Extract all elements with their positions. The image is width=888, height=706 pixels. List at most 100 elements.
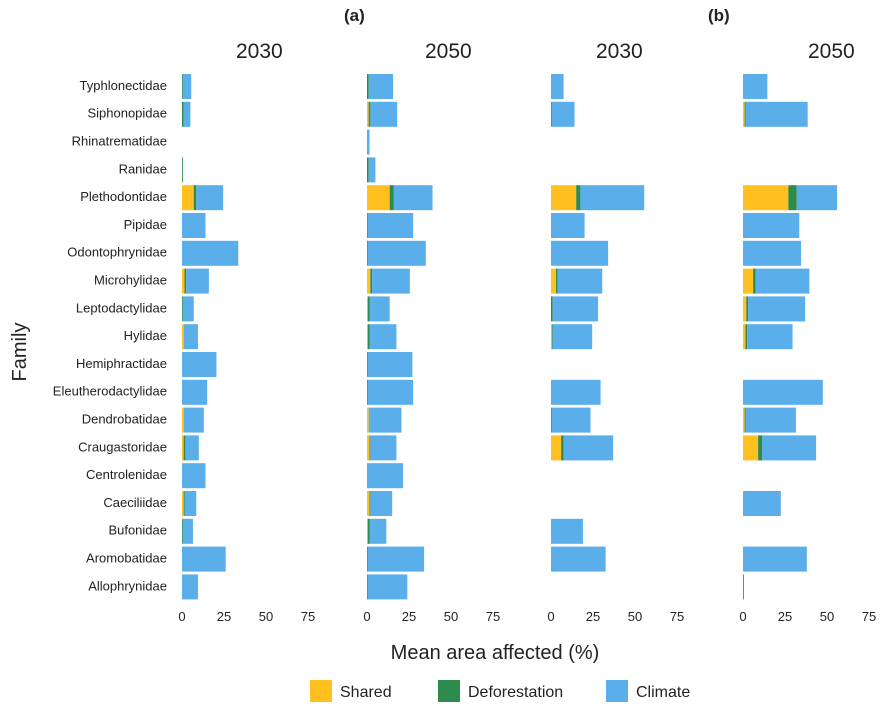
bar-climate [743,546,807,572]
bar-climate [368,407,402,433]
bar-climate [557,268,603,294]
x-tick-label: 75 [670,609,684,624]
x-tick-label: 50 [444,609,458,624]
bar-climate [368,157,376,183]
bar-deforestation [367,574,368,600]
bar-climate [182,74,192,99]
bar-climate [552,324,593,350]
bar-shared [743,324,746,350]
bar-climate [747,324,793,350]
bar-deforestation [788,185,797,211]
bar-deforestation [367,352,368,377]
bar-deforestation [389,185,394,211]
panel-title-1: 2030 [236,40,283,63]
bar-shared [367,407,369,433]
bar-climate [183,324,198,350]
bar-climate [185,435,199,461]
bar-shared [182,491,184,516]
x-tick-label: 75 [862,609,876,624]
family-label: Hemiphractidae [76,356,167,371]
bar-deforestation [746,296,749,322]
bar-climate [551,407,591,433]
panel-3 [551,74,645,572]
family-label: Bufonidae [108,523,167,538]
bar-deforestation [367,518,370,544]
bar-shared [551,185,577,211]
bar-climate [182,574,198,600]
family-label: Aromobatidae [86,551,167,566]
bar-climate [182,213,206,238]
bar-shared [367,491,370,516]
bar-climate [551,74,564,99]
bar-climate [551,546,606,572]
bar-shared [743,101,745,127]
bar-deforestation [367,296,370,322]
family-label: Eleutherodactylidae [53,384,167,399]
bar-climate [196,185,224,211]
family-label: Craugastoridae [78,439,167,454]
bar-climate [551,213,585,238]
x-tick-label: 25 [402,609,416,624]
bar-climate [367,379,414,405]
bar-climate [182,352,217,377]
bar-climate [369,518,387,544]
bar-deforestation [367,157,369,183]
bar-climate [186,268,209,294]
bar-climate [367,574,408,600]
bar-deforestation [370,268,373,294]
panel-1 [182,74,239,600]
bar-climate [183,407,204,433]
bar-climate [552,296,599,322]
bar-climate [762,435,817,461]
bar-deforestation [367,324,370,350]
bar-climate [370,491,393,516]
family-label: Dendrobatidae [82,412,167,427]
bar-deforestation [743,574,744,600]
bar-climate [184,491,197,516]
bar-deforestation [367,240,368,266]
bar-climate [393,185,433,211]
legend-swatch [606,680,628,702]
bar-shared [743,268,754,294]
bar-deforestation [184,268,187,294]
bar-deforestation [183,435,186,461]
x-tick-label: 25 [217,609,231,624]
bar-deforestation [758,435,763,461]
bar-deforestation [182,157,183,183]
bar-shared [367,101,369,127]
bar-climate [369,296,390,322]
family-label: Plethodontidae [80,189,167,204]
bar-shared [367,518,368,544]
x-tick-label: 50 [259,609,273,624]
bar-shared [743,407,745,433]
family-label: Odontophrynidae [67,245,167,260]
bar-climate [372,268,410,294]
bar-deforestation [367,74,369,99]
x-tick-label: 0 [739,609,746,624]
bar-deforestation [561,435,564,461]
bar-climate [745,407,796,433]
bar-climate [551,518,583,544]
bar-shared [743,296,747,322]
bar-deforestation [753,268,756,294]
bar-deforestation [182,74,183,99]
group-label-a: (a) [344,6,365,25]
family-label: Siphonopidae [87,106,167,121]
panel-title-3: 2030 [596,40,643,63]
bar-climate [743,213,800,238]
family-label: Microhylidae [94,273,167,288]
bar-climate [796,185,838,211]
bar-climate [743,240,801,266]
legend: Shared Deforestation Climate [310,680,690,702]
bar-shared [551,268,557,294]
bar-deforestation [556,268,558,294]
bar-deforestation [367,213,368,238]
bar-deforestation [369,435,371,461]
family-label: Centrolenidae [86,467,167,482]
x-axis-label: Mean area affected (%) [391,642,600,664]
bar-climate [182,240,239,266]
bar-climate [367,240,426,266]
bar-shared [743,435,759,461]
x-tick-labels: 0 25 50 75 0 25 50 75 0 25 50 75 0 25 50 75 [178,609,876,624]
